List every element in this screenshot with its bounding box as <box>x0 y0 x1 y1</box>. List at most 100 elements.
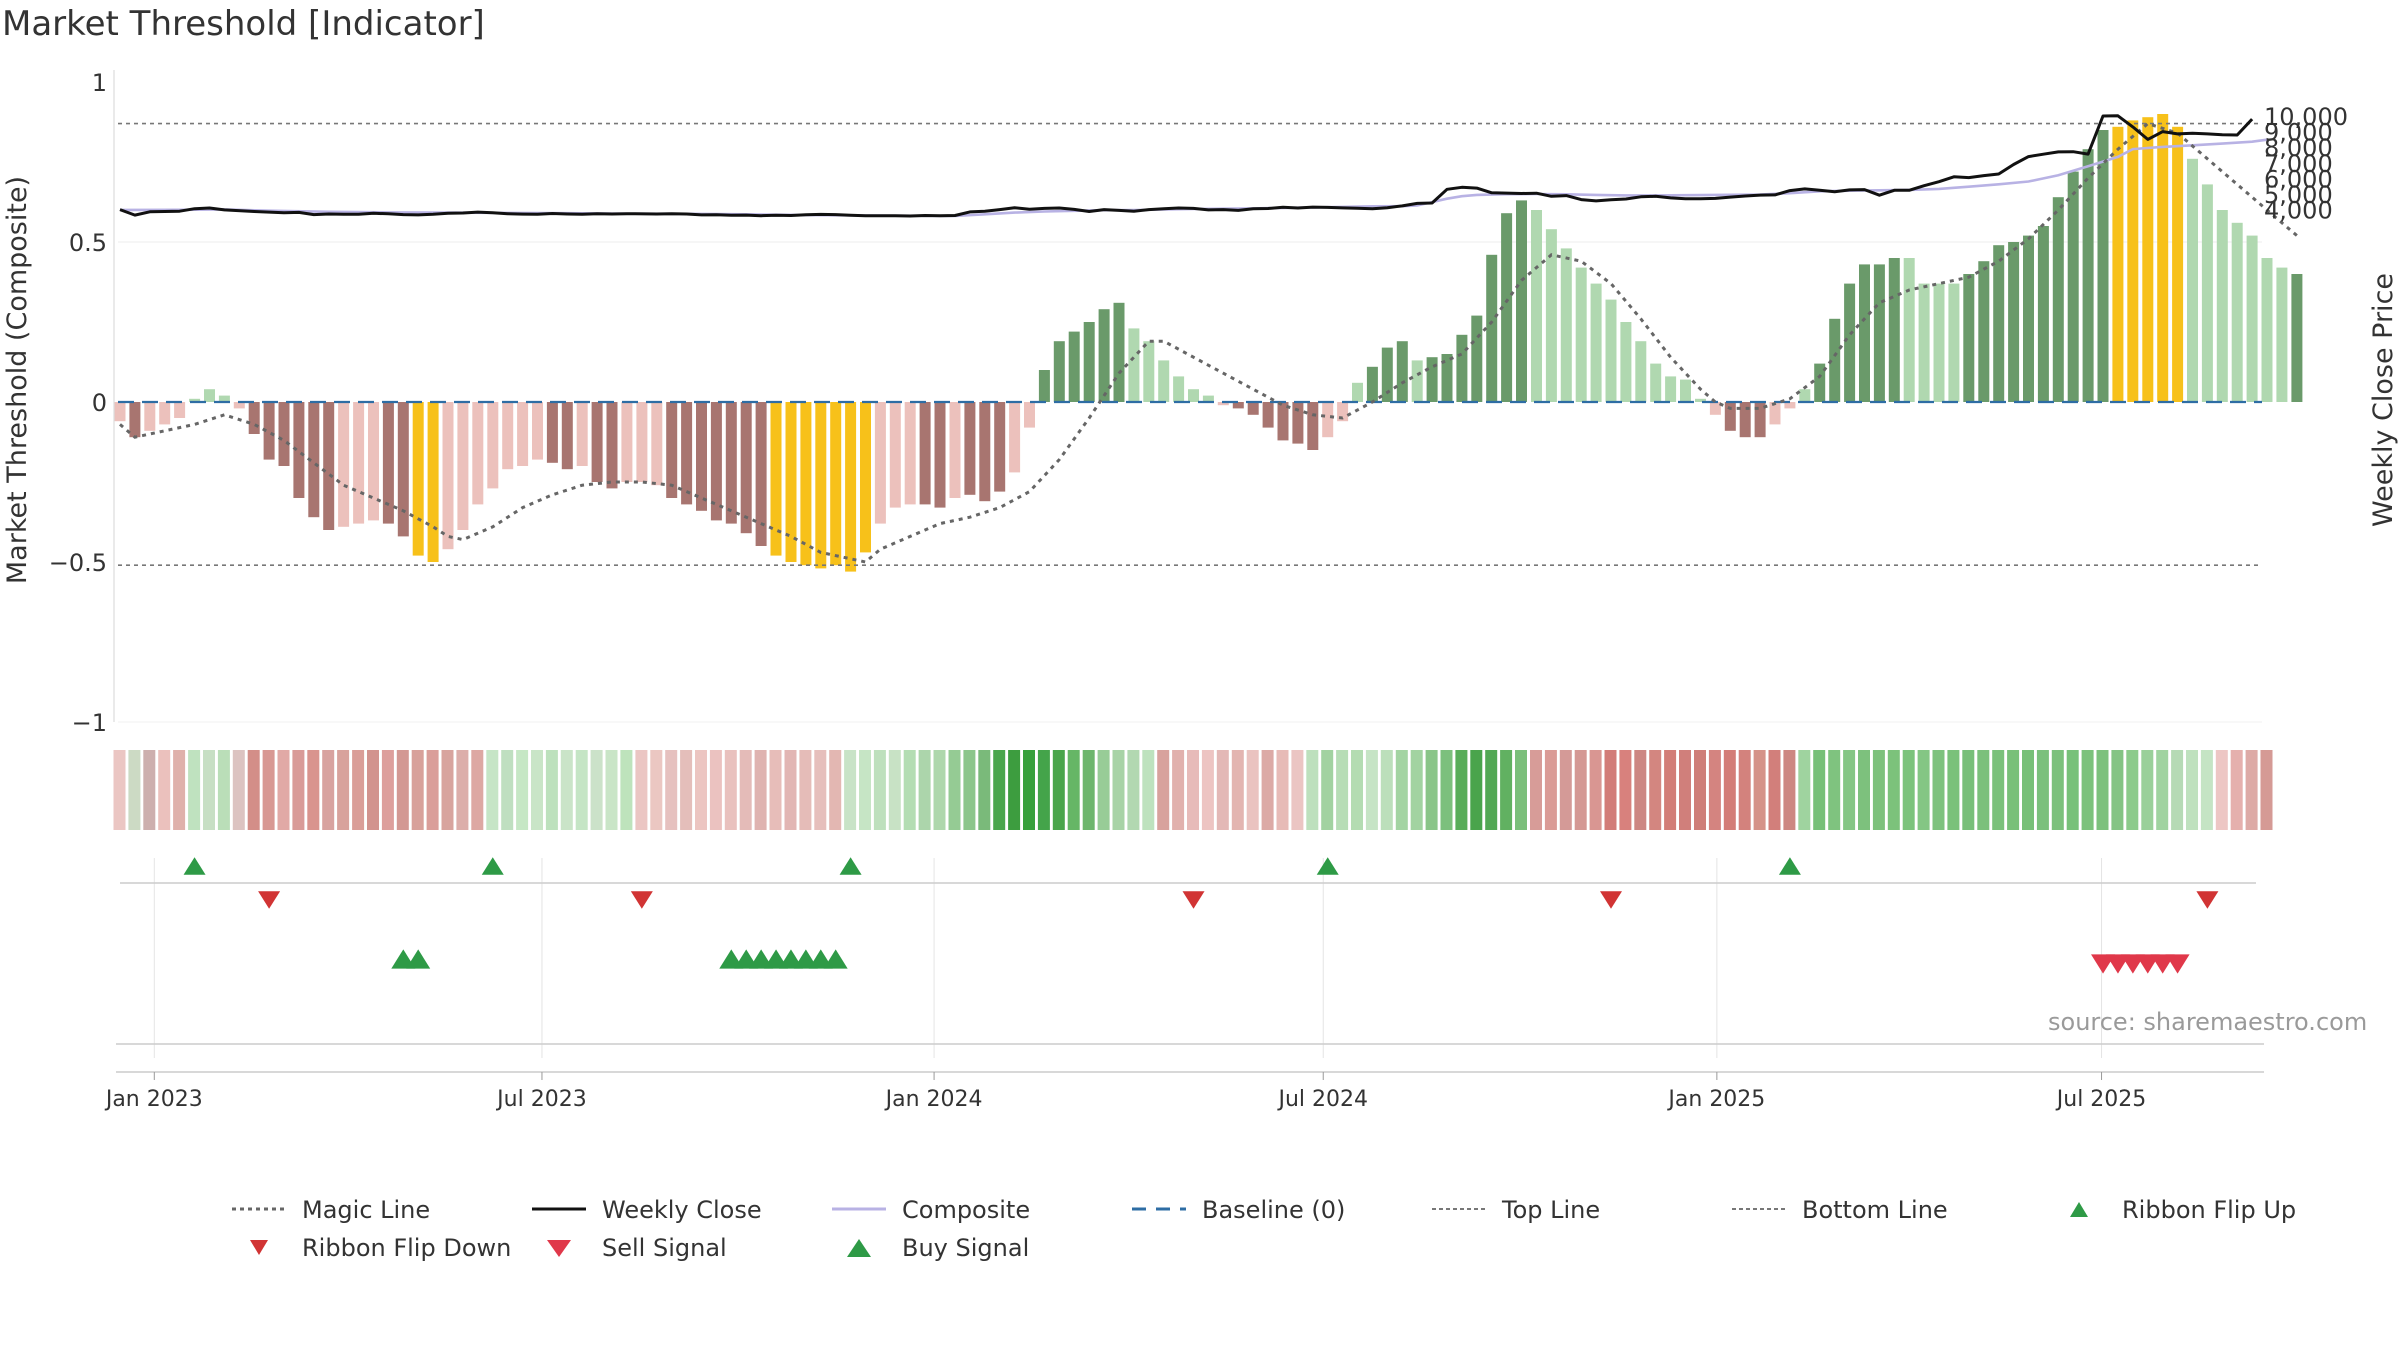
composite-bar <box>174 402 186 418</box>
ribbon-cell <box>1515 750 1527 830</box>
ribbon-cell <box>2230 750 2243 830</box>
composite-bar <box>860 402 871 553</box>
composite-bar <box>1724 402 1736 431</box>
source-credit: source: sharemaestro.com <box>2048 1008 2368 1036</box>
ribbon-cell <box>411 750 424 830</box>
composite-bar <box>189 398 201 402</box>
ribbon-cell <box>1753 750 1766 830</box>
composite-bar <box>1605 299 1617 402</box>
composite-bar <box>770 402 782 556</box>
composite-bar <box>755 402 767 546</box>
ribbon-cell <box>1455 750 1468 830</box>
ribbon-cell <box>1410 750 1423 830</box>
composite-bar <box>323 402 335 530</box>
ribbon-cell <box>1798 750 1811 830</box>
composite-bar <box>2172 126 2184 403</box>
ribbon-cell <box>873 750 886 830</box>
y2-tick-label: 7,000 <box>2264 150 2333 178</box>
triangle-up-icon <box>847 1239 871 1257</box>
ribbon-cell <box>173 750 186 830</box>
composite-bar <box>129 402 141 438</box>
y2-axis-label: Weekly Close Price <box>2368 273 2399 527</box>
ribbon-cell <box>560 750 573 830</box>
ribbon-cell <box>1395 750 1408 830</box>
ribbon-cell <box>1351 750 1363 830</box>
ribbon-flip-down-marker <box>630 891 653 909</box>
legend-item-flipup: Ribbon Flip Up <box>2050 1195 2296 1225</box>
composite-bar <box>1709 402 1721 415</box>
composite-bar <box>2082 149 2094 402</box>
composite-bar <box>1396 341 1408 402</box>
composite-bar <box>1113 302 1125 402</box>
ribbon-flip-up-marker <box>1778 857 1801 875</box>
composite-bar <box>830 402 842 566</box>
composite-bar <box>651 402 663 486</box>
ribbon-cell <box>620 750 633 830</box>
composite-bar <box>576 402 588 466</box>
ribbon-cell <box>1589 750 1602 830</box>
ribbon-flip-up-marker <box>183 857 206 875</box>
ribbon-cell <box>307 750 320 830</box>
composite-bar <box>1516 200 1527 402</box>
composite-bar <box>2231 222 2243 402</box>
composite-bar <box>1411 360 1423 402</box>
composite-bar <box>2008 242 2020 402</box>
y2-tick-label: 9,000 <box>2264 119 2333 147</box>
x-tick-label: Jul 2023 <box>495 1087 587 1112</box>
ribbon-cell <box>754 750 767 830</box>
ribbon-cell <box>1470 750 1483 830</box>
ribbon-cell <box>471 750 484 830</box>
composite-bar <box>1873 264 1885 402</box>
ribbon-cell <box>188 750 201 830</box>
composite-bar <box>144 402 156 431</box>
composite-bar <box>2142 117 2154 402</box>
legend-item-bottom: Bottom Line <box>1730 1195 1948 1225</box>
composite-bar <box>2052 197 2064 402</box>
ribbon-cell <box>2007 750 2020 830</box>
composite-bar <box>1471 315 1483 402</box>
ribbon-cell <box>2126 750 2139 830</box>
composite-bar <box>1426 357 1438 402</box>
y2-tick-label: 8,000 <box>2264 134 2333 162</box>
composite-bar <box>889 402 901 508</box>
ribbon-cell <box>1694 750 1706 830</box>
ribbon-cell <box>1768 750 1781 830</box>
composite-bar <box>1620 322 1632 402</box>
ribbon-cell <box>1843 750 1856 830</box>
composite-bar <box>1307 402 1319 450</box>
ribbon-cell <box>1783 750 1796 830</box>
composite-bar <box>293 402 305 498</box>
ribbon-cell <box>1828 750 1841 830</box>
composite-bar <box>1695 398 1706 402</box>
composite-bar <box>874 402 886 524</box>
y-tick-label: −1 <box>72 709 107 737</box>
composite-bar <box>1769 402 1781 425</box>
composite-bar <box>1590 283 1602 402</box>
composite-bar <box>1262 402 1274 428</box>
ribbon-cell <box>590 750 603 830</box>
composite-bar <box>919 402 931 505</box>
ribbon-cell <box>1291 750 1304 830</box>
composite-bar <box>2187 158 2198 402</box>
ribbon-cell <box>1067 750 1080 830</box>
ribbon-cell <box>2096 750 2109 830</box>
ribbon-cell <box>829 750 842 830</box>
ribbon-cell <box>1887 750 1900 830</box>
composite-bar <box>532 402 543 460</box>
ribbon-cell <box>709 750 722 830</box>
composite-bar <box>591 402 603 482</box>
ribbon-cell <box>814 750 827 830</box>
composite-bar <box>487 402 499 489</box>
ribbon-cell <box>1977 750 1990 830</box>
ribbon-cell <box>2051 750 2064 830</box>
composite-bar <box>457 402 469 530</box>
y-tick-label: 0 <box>92 389 107 417</box>
ribbon-cell <box>1649 750 1662 830</box>
composite-bar <box>1918 283 1930 402</box>
ribbon-cell <box>1947 750 1960 830</box>
ribbon-cell <box>2200 750 2213 830</box>
legend-item-flipdown: Ribbon Flip Down <box>230 1233 511 1263</box>
ribbon-cell <box>1246 750 1259 830</box>
composite-bar <box>696 402 707 511</box>
